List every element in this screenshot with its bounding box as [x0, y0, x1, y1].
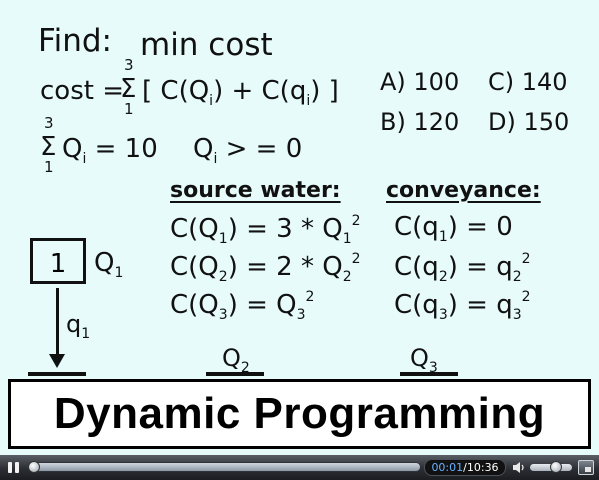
- answer-c: C) 140: [488, 68, 568, 96]
- seek-handle[interactable]: [28, 461, 40, 473]
- conveyance-row-1: C(q1) = 0: [394, 214, 513, 244]
- source-row-1-sub: 1: [218, 231, 228, 247]
- conveyance-row-1-mid: ) = 0: [447, 212, 513, 242]
- title-banner: Dynamic Programming: [8, 379, 591, 449]
- source-row-3-sub2: 3: [296, 307, 306, 323]
- cost-mid-sub: i: [306, 93, 311, 109]
- node-1-q: Q1: [94, 250, 123, 280]
- node-3-q: Q3: [410, 346, 438, 375]
- cost-open-sub: i: [209, 93, 214, 109]
- conveyance-row-3-pre: C(q: [394, 290, 439, 320]
- time-display: 00:01/10:36: [424, 459, 506, 476]
- node-stub-1: [28, 372, 86, 376]
- player-controls: 00:01/10:36: [0, 455, 599, 480]
- sum-expression: Qi = 10: [62, 136, 158, 166]
- down-arrow-icon: [49, 354, 65, 368]
- conveyance-row-3-sub: 3: [438, 307, 448, 323]
- node-3-q-sub: 3: [428, 360, 438, 376]
- sum-q: Q: [62, 134, 83, 164]
- source-row-2-sup: 2: [351, 251, 361, 267]
- source-row-1-pre: C(Q: [170, 214, 219, 244]
- time-total: 10:36: [466, 461, 499, 474]
- constraint: Qi > = 0: [193, 136, 302, 166]
- conveyance-row-3-mid: ) = q: [447, 290, 513, 320]
- cons-q: Q: [193, 134, 214, 164]
- pause-icon-bar: [14, 462, 19, 473]
- video-frame[interactable]: Find: min cost cost = 3 Σ 1 [ C(Qi) + C(…: [0, 0, 599, 455]
- cost-open: [ C(Q: [142, 76, 210, 106]
- volume-icon[interactable]: [512, 461, 526, 474]
- node-1-q-letter: Q: [94, 248, 115, 278]
- flow-arrow-line: [56, 288, 59, 356]
- source-row-1-sup: 2: [351, 213, 361, 229]
- source-row-2: C(Q2) = 2 * Q22: [170, 252, 361, 284]
- find-label: Find:: [38, 23, 112, 59]
- conveyance-row-3-sub2: 3: [512, 307, 522, 323]
- fullscreen-button[interactable]: [578, 460, 594, 475]
- arrow-q-sub: 1: [81, 326, 91, 342]
- banner-title: Dynamic Programming: [53, 389, 546, 438]
- source-row-2-sub2: 2: [342, 269, 352, 285]
- node-3-q-letter: Q: [410, 344, 429, 372]
- conveyance-row-2-pre: C(q: [394, 252, 439, 282]
- arrow-q-letter: q: [66, 310, 82, 338]
- node-1-q-sub: 1: [114, 265, 124, 281]
- conveyance-row-3: C(q3) = q32: [394, 290, 531, 322]
- cost-sum-lower: 1: [124, 100, 134, 118]
- source-row-3-sub: 3: [218, 307, 228, 323]
- source-row-3: C(Q3) = Q32: [170, 290, 314, 322]
- node-stub-2: [206, 372, 264, 376]
- node-stub-3: [400, 372, 458, 376]
- find-goal: min cost: [140, 27, 273, 63]
- time-separator: /: [463, 461, 467, 474]
- conveyance-row-2-mid: ) = q: [447, 252, 513, 282]
- answer-b: B) 120: [380, 108, 460, 136]
- source-row-3-pre: C(Q: [170, 290, 219, 320]
- pause-button[interactable]: [3, 458, 23, 477]
- sum-rhs: = 10: [94, 134, 158, 164]
- cons-q-sub: i: [213, 151, 218, 167]
- node-2-q: Q2: [222, 346, 250, 375]
- sum-sigma: Σ: [40, 132, 57, 162]
- pause-icon: [7, 462, 12, 473]
- source-row-3-sup: 2: [305, 289, 315, 305]
- cost-close: ) ]: [310, 76, 339, 106]
- node-1-box: 1: [30, 238, 86, 284]
- conveyance-row-1-pre: C(q: [394, 212, 439, 242]
- conveyance-row-3-sup: 2: [521, 289, 531, 305]
- cons-rhs: > = 0: [225, 134, 303, 164]
- source-row-1: C(Q1) = 3 * Q12: [170, 214, 361, 246]
- source-row-1-sub2: 1: [342, 231, 352, 247]
- source-row-3-mid: ) = Q: [227, 290, 297, 320]
- cost-sum-upper: 3: [124, 56, 134, 74]
- fullscreen-icon: [585, 467, 591, 472]
- source-row-2-pre: C(Q: [170, 252, 219, 282]
- node-1-label: 1: [49, 249, 67, 279]
- source-row-2-mid: ) = 2 * Q: [227, 252, 343, 282]
- arrow-q-label: q1: [66, 312, 90, 341]
- conveyance-row-2: C(q2) = q22: [394, 252, 531, 284]
- conveyance-row-2-sub2: 2: [512, 269, 522, 285]
- conveyance-header: conveyance:: [386, 178, 541, 203]
- source-row-2-sub: 2: [218, 269, 228, 285]
- cost-expression: [ C(Qi) + C(qi) ]: [142, 78, 339, 108]
- source-row-1-mid: ) = 3 * Q: [227, 214, 343, 244]
- conveyance-row-2-sub: 2: [438, 269, 448, 285]
- source-water-header: source water:: [170, 178, 341, 203]
- answer-d: D) 150: [488, 108, 570, 136]
- seek-bar[interactable]: [29, 462, 421, 472]
- volume-handle[interactable]: [550, 461, 562, 473]
- cost-sum-sigma: Σ: [120, 74, 137, 104]
- sum-upper: 3: [44, 114, 54, 132]
- node-2-q-letter: Q: [222, 344, 241, 372]
- cost-mid: ) + C(q: [213, 76, 307, 106]
- time-current: 00:01: [431, 461, 464, 474]
- conveyance-row-1-sub: 1: [438, 229, 448, 245]
- node-2-q-sub: 2: [240, 360, 250, 376]
- conveyance-row-2-sup: 2: [521, 251, 531, 267]
- answer-a: A) 100: [380, 68, 460, 96]
- sum-lower: 1: [44, 158, 54, 176]
- sum-q-sub: i: [82, 151, 87, 167]
- cost-lhs: cost =: [40, 76, 124, 106]
